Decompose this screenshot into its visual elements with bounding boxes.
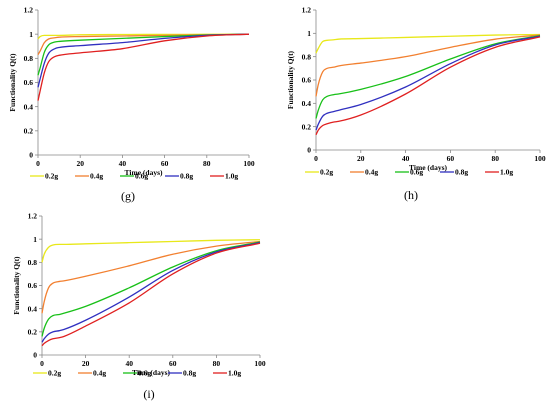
series-line-1.0g (41, 242, 261, 347)
legend-label: 0.2g (48, 369, 61, 378)
series-line-1.0g (37, 33, 250, 101)
series-line-1.0g (315, 36, 541, 136)
legend-label: 0.4g (365, 168, 378, 177)
x-tick-label: 20 (357, 154, 365, 163)
series-line-0.8g (37, 33, 250, 88)
legend-label: 1.0g (225, 172, 238, 181)
y-tick-label: 0.4 (24, 102, 34, 111)
legend: 0.2g 0.4g 0.6g 0.8g 1.0g (30, 172, 238, 181)
y-tick-label: 0.8 (24, 54, 34, 63)
x-axis-label: Time (days) (125, 168, 163, 177)
series-line-0.4g (315, 34, 541, 97)
legend-label: 0.4g (90, 172, 103, 181)
x-tick-label: 60 (447, 154, 455, 163)
legend-label: 1.0g (228, 369, 241, 378)
legend: 0.2g 0.4g 0.6g 0.8g 1.0g (305, 168, 513, 177)
x-axis-label: Time (days) (132, 368, 170, 377)
x-tick-label: 80 (213, 359, 221, 368)
legend-label: 0.2g (45, 172, 58, 181)
chart-panel-1: 0 0.2 0.4 0.6 0.8 1 1.2 0 20 40 60 80 100 Time (days)… (286, 6, 546, 202)
series-line-0.6g (41, 241, 261, 337)
y-tick-label: 0.4 (28, 304, 38, 313)
y-axis-label: Functionality Q(t) (12, 256, 21, 315)
y-tick-label: 0.2 (24, 126, 34, 135)
x-tick-label: 100 (534, 154, 546, 163)
y-tick-label: 0.8 (302, 52, 312, 61)
series-line-0.6g (315, 35, 541, 119)
panel-label: (h) (404, 188, 418, 202)
panel-label: (g) (121, 189, 135, 203)
y-tick-label: 0 (29, 151, 33, 160)
y-tick-label: 0.6 (24, 78, 34, 87)
x-tick-label: 20 (82, 359, 90, 368)
series-line-0.2g (315, 33, 541, 54)
legend-label: 0.8g (180, 172, 193, 181)
legend-label: 0.8g (455, 168, 468, 177)
y-tick-label: 1.2 (28, 212, 38, 221)
y-tick-label: 0 (33, 351, 37, 360)
x-tick-label: 0 (36, 159, 40, 168)
x-axis-label: Time (days) (409, 163, 447, 172)
chart-panel-0: 0 0.2 0.4 0.6 0.8 1 1.2 0 20 40 60 80 100 Time (days)… (8, 6, 255, 203)
legend-label: 0.8g (183, 369, 196, 378)
x-tick-label: 0 (40, 359, 44, 368)
series-line-0.8g (315, 35, 541, 131)
y-tick-label: 0.8 (28, 258, 38, 267)
y-tick-label: 1 (29, 30, 33, 39)
y-tick-label: 1.2 (302, 6, 312, 15)
x-tick-label: 60 (161, 159, 169, 168)
y-tick-label: 1.2 (24, 6, 34, 15)
x-tick-label: 100 (254, 359, 266, 368)
x-tick-label: 80 (491, 154, 499, 163)
legend-label: 0.2g (320, 168, 333, 177)
series-line-0.2g (37, 33, 250, 40)
y-tick-label: 0.6 (302, 76, 312, 85)
legend-label: 0.4g (93, 369, 106, 378)
x-tick-label: 80 (203, 159, 211, 168)
panel-label: (i) (143, 387, 154, 401)
x-tick-label: 40 (402, 154, 410, 163)
x-tick-label: 60 (169, 359, 177, 368)
series-line-0.4g (41, 240, 261, 314)
y-tick-label: 0.2 (28, 327, 38, 336)
y-axis-label: Functionality Q(t) (286, 50, 295, 109)
y-tick-label: 0 (307, 146, 311, 155)
legend-label: 0.6g (138, 369, 151, 378)
series-line-0.8g (41, 242, 261, 343)
y-tick-label: 0.6 (28, 281, 38, 290)
y-tick-label: 0.4 (302, 99, 312, 108)
legend: 0.2g 0.4g 0.6g 0.8g 1.0g (33, 369, 241, 378)
legend-label: 0.6g (135, 172, 148, 181)
y-tick-label: 1 (307, 29, 311, 38)
y-axis-label: Functionality Q(t) (8, 53, 17, 112)
legend-label: 0.6g (410, 168, 423, 177)
y-tick-label: 0.2 (302, 122, 312, 131)
series-line-0.6g (37, 33, 250, 76)
legend-label: 1.0g (500, 168, 513, 177)
x-tick-label: 100 (243, 159, 255, 168)
x-tick-label: 40 (119, 159, 127, 168)
series-line-0.2g (41, 239, 261, 263)
series-line-0.4g (37, 33, 250, 56)
y-tick-label: 1 (33, 235, 37, 244)
chart-panel-2: 0 0.2 0.4 0.6 0.8 1 1.2 0 20 40 60 80 100 Time (days)… (12, 212, 266, 401)
x-tick-label: 40 (125, 359, 133, 368)
x-tick-label: 0 (314, 154, 318, 163)
x-tick-label: 20 (76, 159, 84, 168)
